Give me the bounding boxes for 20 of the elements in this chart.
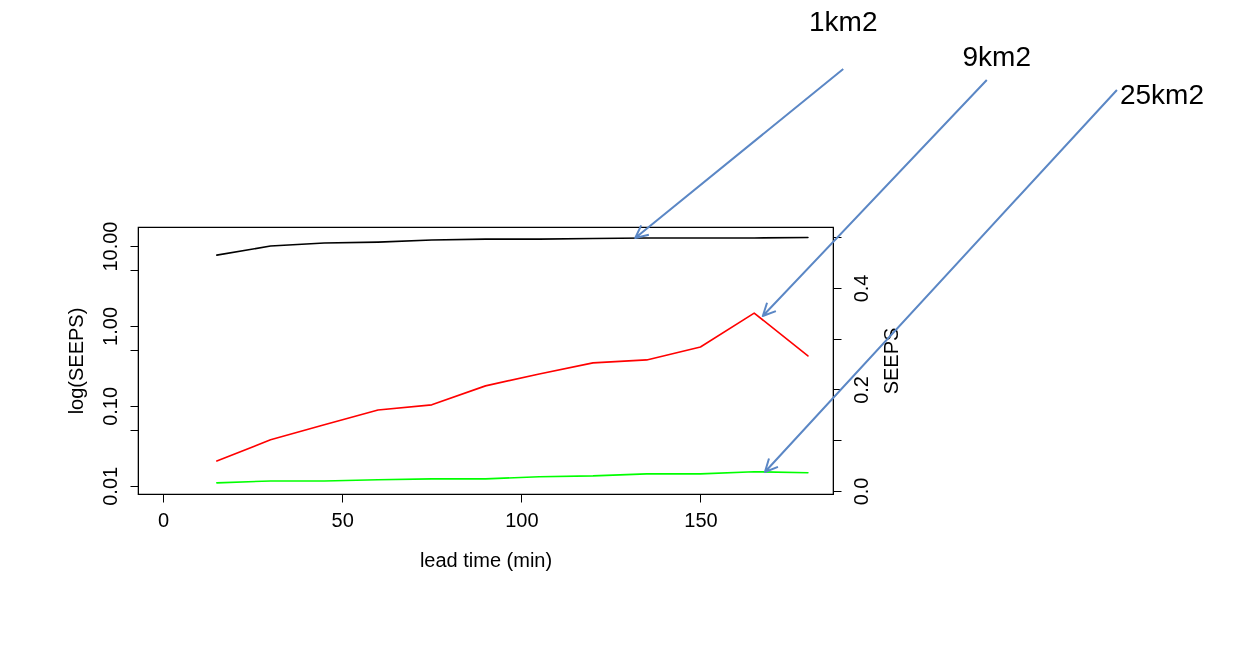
y2-tick-label: 0.0 [849,477,872,506]
annotation: 1km2 [809,6,878,37]
x-tick-label: 100 [505,508,539,531]
annotation: 25km2 [1119,78,1204,110]
y2-tick-label: 0.2 [849,376,872,404]
line-series [216,470,809,484]
y-tick-label: 1.00 [98,306,121,346]
line-series [216,312,809,462]
y-tick-label: 10.00 [98,221,121,272]
x-axis-title: lead time (min) [419,548,553,571]
y2-tick-label: 0.4 [849,274,872,303]
y-tick-label: 0.10 [98,386,121,426]
x-tick-label: 0 [158,508,170,531]
y-tick-label: 0.01 [98,466,121,506]
y-axis-title: log(SEEPS) [64,307,87,415]
annotation: 9km2 [962,41,1032,73]
x-tick-label: 50 [331,508,354,531]
x-tick-label: 150 [684,508,718,531]
line-series [216,236,809,256]
y2-axis-title: SEEPS [879,327,902,395]
